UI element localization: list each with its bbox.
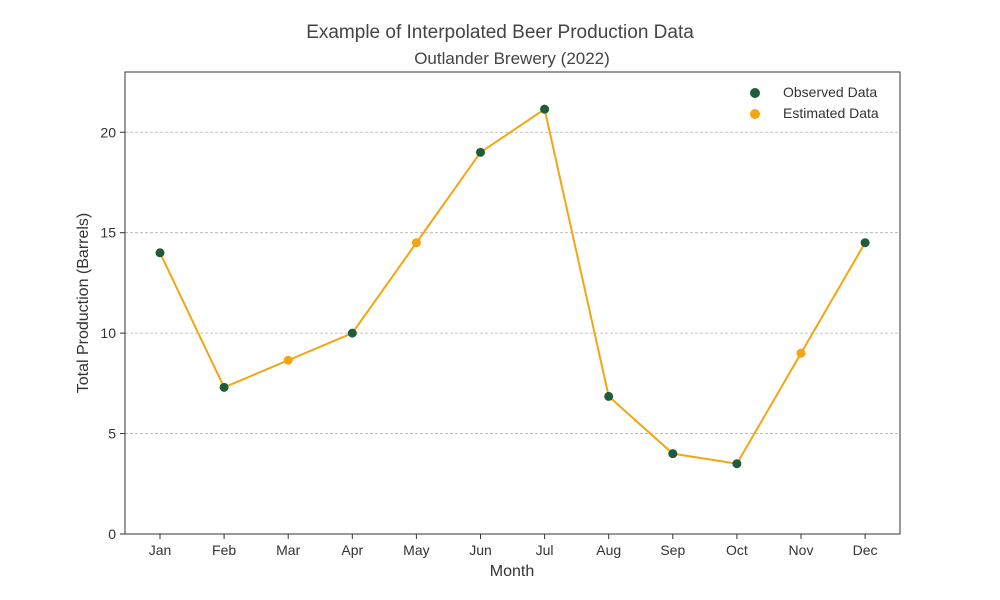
estimated-data-point [283,355,293,365]
legend-marker [750,109,760,119]
y-tick-label: 15 [100,225,116,241]
x-axis-label: Month [490,563,534,580]
x-tick-label: Mar [276,542,300,558]
x-axis: Jan Feb Mar Apr May Jun Jul Aug Sep Oct Nov Dec [149,534,878,558]
estimated-data-point [796,348,806,358]
observed-data-point [668,449,678,459]
observed-data-point [732,459,742,469]
x-tick-label: Nov [789,542,814,558]
legend-marker [750,88,760,98]
y-tick-label: 10 [100,325,116,341]
x-tick-label: Jul [536,542,554,558]
x-tick-label: Sep [660,542,685,558]
legend: Observed Data Estimated Data [750,84,879,121]
legend-label: Estimated Data [783,105,879,121]
y-tick-label: 5 [108,426,116,442]
observed-data-point [476,147,485,157]
y-tick-label: 0 [108,526,116,542]
estimated-data-point [411,238,421,248]
observed-data-point [860,238,870,248]
x-tick-label: Jan [149,542,172,558]
x-tick-label: Oct [726,542,748,558]
x-tick-label: Jun [469,542,492,558]
observed-data-point [604,391,614,401]
series-line [159,107,866,465]
x-tick-label: Apr [341,542,363,558]
observed-data-point [155,248,165,258]
plot-area-frame [124,71,901,535]
legend-label: Observed Data [783,84,877,100]
chart-title: Example of Interpolated Beer Production … [306,22,694,43]
x-tick-label: Feb [212,542,236,558]
grid-layer [125,131,900,434]
chart-subtitle: Outlander Brewery (2022) [414,49,610,68]
x-tick-label: May [403,542,429,558]
observed-data-point [219,382,229,392]
y-axis-label: Total Production (Barrels) [75,213,92,394]
observed-data-point [540,104,550,114]
y-axis: 0 5 10 15 20 [100,124,125,542]
x-tick-label: Dec [853,542,878,558]
y-tick-label: 20 [100,124,116,140]
x-tick-label: Aug [596,542,621,558]
observed-data-point [347,328,357,338]
series-layer [155,104,870,469]
